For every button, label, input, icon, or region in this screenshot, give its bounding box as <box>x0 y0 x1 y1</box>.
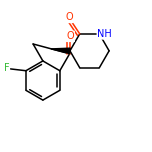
Text: F: F <box>4 63 9 73</box>
Text: O: O <box>65 12 73 22</box>
Text: O: O <box>67 31 74 41</box>
Text: NH: NH <box>97 29 112 39</box>
Polygon shape <box>51 48 70 54</box>
